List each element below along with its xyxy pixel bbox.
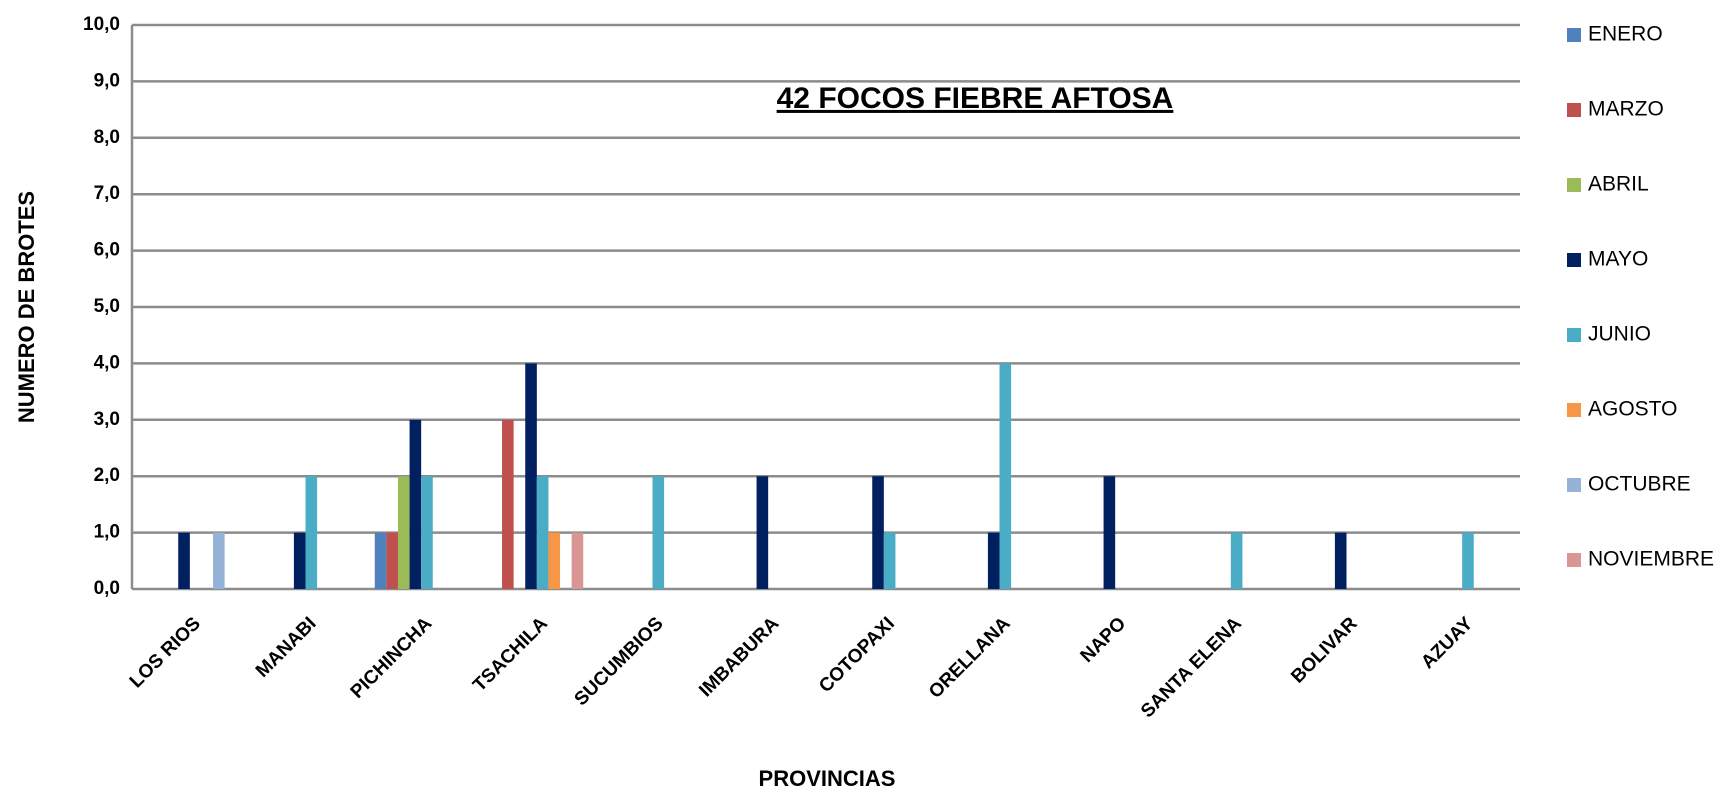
legend-label: MARZO	[1588, 98, 1664, 121]
bar	[421, 476, 433, 589]
y-tick-label: 6,0	[94, 240, 120, 261]
legend-swatch	[1567, 553, 1581, 567]
legend-label: NOVIEMBRE	[1588, 548, 1714, 571]
bar	[652, 476, 665, 589]
x-axis-label: PROVINCIAS	[759, 766, 896, 791]
bar	[756, 476, 769, 589]
chart-title: 42 FOCOS FIEBRE AFTOSA	[777, 82, 1174, 115]
bar	[571, 532, 584, 589]
bar	[548, 532, 561, 589]
y-tick-label: 7,0	[94, 183, 120, 204]
bar	[178, 532, 190, 589]
y-tick-label: 3,0	[94, 409, 120, 430]
x-tick-label: COTOPAXI	[815, 613, 899, 697]
x-tick-label: ORELLANA	[925, 613, 1015, 703]
x-tick-label: SANTA ELENA	[1137, 613, 1246, 722]
bar	[536, 476, 549, 589]
x-tick-label: NAPO	[1077, 613, 1131, 667]
bar	[502, 419, 514, 589]
y-tick-label: 1,0	[94, 522, 120, 543]
x-tick-label: PICHINCHA	[347, 613, 437, 703]
legend-swatch	[1567, 253, 1581, 267]
legend-label: AGOSTO	[1588, 398, 1677, 421]
bar	[999, 363, 1012, 589]
legend-label: OCTUBRE	[1588, 473, 1691, 496]
x-tick-label: SUCUMBIOS	[571, 613, 668, 710]
y-tick-label: 9,0	[94, 70, 120, 91]
legend-swatch	[1567, 103, 1581, 117]
legend-label: ENERO	[1588, 23, 1663, 46]
x-tick-label: MANABI	[252, 613, 321, 682]
bar	[872, 476, 884, 589]
bar	[1230, 532, 1243, 589]
y-tick-label: 0,0	[94, 578, 120, 599]
bar	[386, 532, 398, 589]
x-tick-label: AZUAY	[1417, 613, 1477, 673]
x-tick-label: TSACHILA	[469, 613, 552, 696]
legend-swatch	[1567, 328, 1581, 342]
y-tick-label: 4,0	[94, 352, 120, 373]
bar	[1103, 476, 1116, 589]
bar	[409, 419, 422, 589]
x-tick-label: IMBABURA	[695, 613, 783, 701]
x-tick-label: LOS RIOS	[126, 613, 205, 692]
bar	[374, 532, 387, 589]
y-tick-label: 10,0	[83, 14, 120, 35]
legend-label: JUNIO	[1588, 323, 1651, 346]
bar	[525, 363, 537, 589]
bar	[305, 476, 318, 589]
legend-swatch	[1567, 403, 1581, 417]
y-axis-label: NUMERO DE BROTES	[14, 191, 39, 423]
legend-label: ABRIL	[1588, 173, 1649, 196]
bar	[987, 532, 1000, 589]
y-tick-label: 5,0	[94, 296, 120, 317]
bar	[397, 476, 410, 589]
bar	[293, 532, 306, 589]
legend-swatch	[1567, 478, 1581, 492]
bar	[1462, 532, 1474, 589]
legend-swatch	[1567, 178, 1581, 192]
bar	[883, 532, 896, 589]
y-tick-label: 8,0	[94, 127, 120, 148]
bar	[1334, 532, 1347, 589]
bar	[213, 532, 225, 589]
y-tick-label: 2,0	[94, 465, 120, 486]
legend-swatch	[1567, 28, 1581, 42]
legend-label: MAYO	[1588, 248, 1648, 271]
x-tick-label: BOLIVAR	[1287, 613, 1362, 688]
